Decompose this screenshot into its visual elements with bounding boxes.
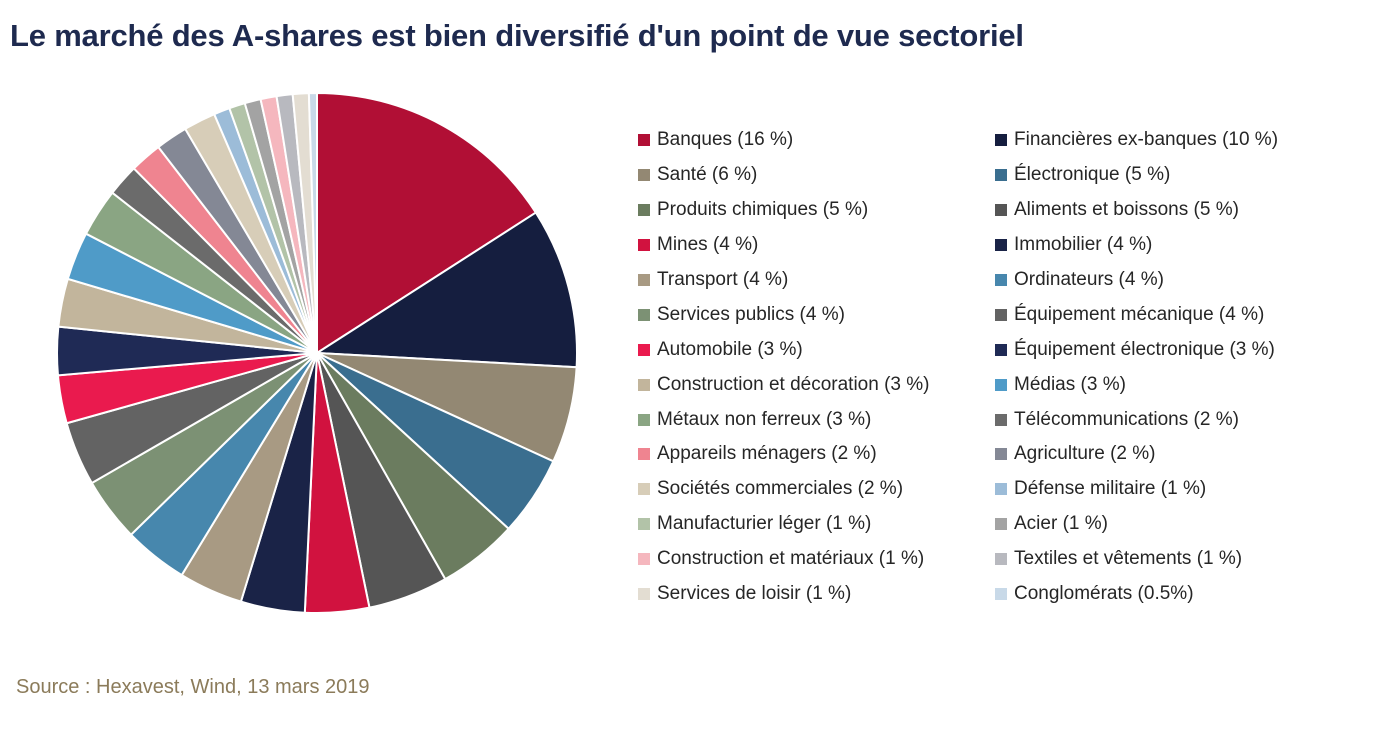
legend-label: Produits chimiques (5 %) <box>657 199 869 221</box>
legend-swatch <box>638 308 650 321</box>
legend-swatch <box>995 343 1007 356</box>
legend-swatch <box>995 378 1007 391</box>
legend-item: Santé (6 %) <box>638 158 995 193</box>
legend-item: Défense militaire (1 %) <box>995 472 1355 507</box>
legend-item: Textiles et vêtements (1 %) <box>995 542 1355 577</box>
legend-label: Automobile (3 %) <box>657 338 803 360</box>
legend-item: Manufacturier léger (1 %) <box>638 507 995 542</box>
legend-label: Équipement électronique (3 %) <box>1014 338 1275 360</box>
legend-swatch <box>995 588 1007 601</box>
legend-label: Ordinateurs (4 %) <box>1014 269 1164 290</box>
legend-swatch <box>638 134 650 147</box>
legend-swatch <box>995 308 1007 321</box>
chart-title: Le marché des A-shares est bien diversif… <box>10 18 1024 53</box>
legend-label: Construction et matériaux (1 %) <box>657 548 925 570</box>
legend-item: Produits chimiques (5 %) <box>638 193 995 228</box>
legend-item: Financières ex-banques (10 %) <box>995 123 1355 158</box>
legend-label: Transport (4 %) <box>657 269 789 290</box>
legend-item: Banques (16 %) <box>638 123 995 158</box>
legend-item: Services de loisir (1 %) <box>638 577 995 612</box>
legend-label: Mines (4 %) <box>657 234 759 256</box>
legend-swatch <box>995 553 1007 566</box>
legend-label: Services publics (4 %) <box>657 303 845 325</box>
legend-label: Textiles et vêtements (1 %) <box>1014 548 1243 570</box>
legend-swatch <box>638 204 650 217</box>
legend: Banques (16 %) Financières ex-banques (10… <box>638 123 1358 611</box>
legend-label: Financières ex-banques (10 %) <box>1014 129 1279 151</box>
pie-svg <box>56 91 578 614</box>
legend-label: Sociétés commerciales (2 %) <box>657 478 904 500</box>
legend-item: Transport (4 %) <box>638 263 995 298</box>
legend-item: Conglomérats (0.5%) <box>995 577 1355 612</box>
legend-swatch <box>638 448 650 461</box>
legend-label: Construction et décoration (3 %) <box>657 373 930 395</box>
legend-swatch <box>995 239 1007 252</box>
legend-label: Métaux non ferreux (3 %) <box>657 408 872 430</box>
legend-swatch <box>638 553 650 566</box>
legend-item: Mines (4 %) <box>638 228 995 263</box>
legend-swatch <box>638 518 650 531</box>
legend-item: Services publics (4 %) <box>638 297 995 332</box>
legend-item: Immobilier (4 %) <box>995 228 1355 263</box>
legend-label: Équipement mécanique (4 %) <box>1014 303 1265 325</box>
legend-item: Médias (3 %) <box>995 367 1355 402</box>
source-note: Source : Hexavest, Wind, 13 mars 2019 <box>16 676 370 698</box>
legend-label: Acier (1 %) <box>1014 513 1108 535</box>
legend-label: Immobilier (4 %) <box>1014 234 1153 256</box>
legend-label: Agriculture (2 %) <box>1014 443 1156 465</box>
legend-label: Services de loisir (1 %) <box>657 583 852 605</box>
legend-label: Électronique (5 %) <box>1014 164 1171 186</box>
legend-swatch <box>995 274 1007 286</box>
legend-swatch <box>638 483 650 496</box>
legend-label: Appareils ménagers (2 %) <box>657 443 877 465</box>
legend-swatch <box>638 239 650 252</box>
legend-label: Télécommunications (2 %) <box>1014 408 1239 430</box>
legend-swatch <box>995 134 1007 147</box>
legend-label: Médias (3 %) <box>1014 373 1126 395</box>
legend-item: Construction et décoration (3 %) <box>638 367 995 402</box>
legend-item: Sociétés commerciales (2 %) <box>638 472 995 507</box>
legend-item: Équipement mécanique (4 %) <box>995 297 1355 332</box>
legend-swatch <box>995 518 1007 531</box>
legend-item: Métaux non ferreux (3 %) <box>638 402 995 437</box>
legend-swatch <box>638 274 650 286</box>
legend-label: Manufacturier léger (1 %) <box>657 513 872 535</box>
legend-item: Équipement électronique (3 %) <box>995 332 1355 367</box>
legend-swatch <box>995 169 1007 182</box>
legend-item: Appareils ménagers (2 %) <box>638 437 995 472</box>
legend-item: Automobile (3 %) <box>638 332 995 367</box>
legend-item: Acier (1 %) <box>995 507 1355 542</box>
legend-swatch <box>638 413 650 426</box>
legend-label: Défense militaire (1 %) <box>1014 478 1207 500</box>
pie-slice-27 <box>307 91 318 354</box>
pie-slice-1 <box>313 211 578 369</box>
legend-label: Banques (16 %) <box>657 129 794 151</box>
legend-swatch <box>638 588 650 601</box>
legend-swatch <box>638 378 650 391</box>
legend-swatch <box>995 483 1007 496</box>
legend-label: Aliments et boissons (5 %) <box>1014 199 1239 221</box>
legend-item: Agriculture (2 %) <box>995 437 1355 472</box>
pie-slice-0 <box>316 91 538 355</box>
legend-swatch <box>995 204 1007 217</box>
legend-swatch <box>995 448 1007 461</box>
pie-chart <box>50 86 584 620</box>
legend-item: Ordinateurs (4 %) <box>995 263 1355 298</box>
legend-item: Électronique (5 %) <box>995 158 1355 193</box>
legend-swatch <box>995 413 1007 426</box>
legend-label: Santé (6 %) <box>657 164 758 186</box>
legend-label: Conglomérats (0.5%) <box>1014 583 1194 605</box>
legend-item: Télécommunications (2 %) <box>995 402 1355 437</box>
legend-swatch <box>638 169 650 182</box>
legend-item: Aliments et boissons (5 %) <box>995 193 1355 228</box>
legend-item: Construction et matériaux (1 %) <box>638 542 995 577</box>
legend-swatch <box>638 343 650 356</box>
